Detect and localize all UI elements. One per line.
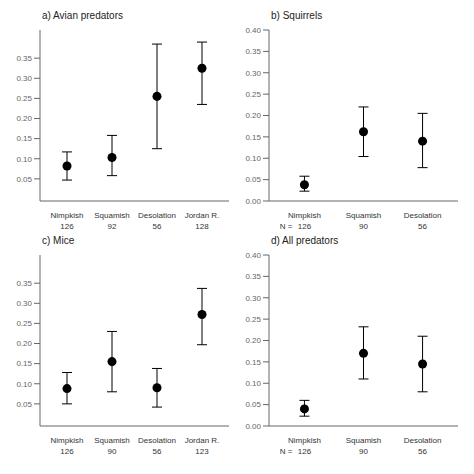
svg-text:0.15: 0.15: [245, 358, 261, 367]
svg-text:N =: N =: [280, 222, 293, 231]
svg-text:0.30: 0.30: [245, 294, 261, 303]
svg-text:90: 90: [359, 447, 368, 456]
svg-text:Desolation: Desolation: [404, 211, 442, 220]
svg-text:0.20: 0.20: [16, 339, 32, 348]
svg-text:0.00: 0.00: [245, 422, 261, 431]
svg-text:56: 56: [153, 447, 162, 456]
svg-text:Squamish: Squamish: [346, 211, 382, 220]
html-text:b) Squirrels: b) Squirrels: [271, 10, 323, 21]
svg-text:0.35: 0.35: [16, 279, 32, 288]
svg-text:0.35: 0.35: [16, 54, 32, 63]
svg-text:0.15: 0.15: [245, 133, 261, 142]
svg-text:92: 92: [108, 222, 117, 231]
svg-text:0.10: 0.10: [16, 380, 32, 389]
svg-text:0.40: 0.40: [245, 251, 261, 260]
svg-text:0.15: 0.15: [16, 359, 32, 368]
svg-text:0.25: 0.25: [16, 94, 32, 103]
svg-text:126: 126: [60, 222, 74, 231]
svg-text:Nimpkish: Nimpkish: [51, 436, 84, 445]
svg-text:0.20: 0.20: [245, 111, 261, 120]
html-text:a) Avian predators: a) Avian predators: [42, 10, 123, 21]
svg-text:0.25: 0.25: [245, 90, 261, 99]
svg-text:Squamish: Squamish: [346, 436, 382, 445]
svg-text:0.10: 0.10: [245, 379, 261, 388]
svg-text:0.25: 0.25: [245, 315, 261, 324]
svg-text:0.30: 0.30: [16, 74, 32, 83]
svg-text:56: 56: [418, 222, 427, 231]
svg-text:0.00: 0.00: [245, 197, 261, 206]
svg-text:123: 123: [195, 447, 209, 456]
svg-text:0.30: 0.30: [16, 299, 32, 308]
svg-text:0.35: 0.35: [245, 47, 261, 56]
svg-text:0.10: 0.10: [16, 155, 32, 164]
svg-text:90: 90: [359, 222, 368, 231]
svg-text:Squamish: Squamish: [94, 211, 130, 220]
svg-text:0.05: 0.05: [16, 400, 32, 409]
svg-text:0.05: 0.05: [245, 175, 261, 184]
svg-text:126: 126: [298, 447, 312, 456]
svg-text:Nimpkish: Nimpkish: [288, 436, 321, 445]
svg-text:56: 56: [153, 222, 162, 231]
svg-text:N =: N =: [280, 447, 293, 456]
svg-text:0.20: 0.20: [245, 336, 261, 345]
svg-text:0.25: 0.25: [16, 319, 32, 328]
svg-text:0.35: 0.35: [245, 272, 261, 281]
svg-text:Nimpkish: Nimpkish: [288, 211, 321, 220]
svg-text:56: 56: [418, 447, 427, 456]
svg-text:Jordan R.: Jordan R.: [185, 211, 220, 220]
svg-text:126: 126: [298, 222, 312, 231]
svg-text:Desolation: Desolation: [404, 436, 442, 445]
svg-text:0.05: 0.05: [245, 400, 261, 409]
svg-text:0.20: 0.20: [16, 114, 32, 123]
svg-text:0.30: 0.30: [245, 69, 261, 78]
svg-text:Jordan R.: Jordan R.: [185, 436, 220, 445]
svg-text:0.15: 0.15: [16, 134, 32, 143]
svg-text:90: 90: [108, 447, 117, 456]
html-text:c) Mice: c) Mice: [42, 235, 75, 246]
svg-text:128: 128: [195, 222, 209, 231]
html-text:d) All predators: d) All predators: [271, 235, 339, 246]
svg-text:Nimpkish: Nimpkish: [51, 211, 84, 220]
svg-text:0.40: 0.40: [245, 26, 261, 35]
svg-text:126: 126: [60, 447, 74, 456]
svg-text:0.10: 0.10: [245, 154, 261, 163]
svg-text:Desolation: Desolation: [138, 436, 176, 445]
svg-text:Squamish: Squamish: [94, 436, 130, 445]
svg-text:Desolation: Desolation: [138, 211, 176, 220]
svg-text:0.05: 0.05: [16, 175, 32, 184]
